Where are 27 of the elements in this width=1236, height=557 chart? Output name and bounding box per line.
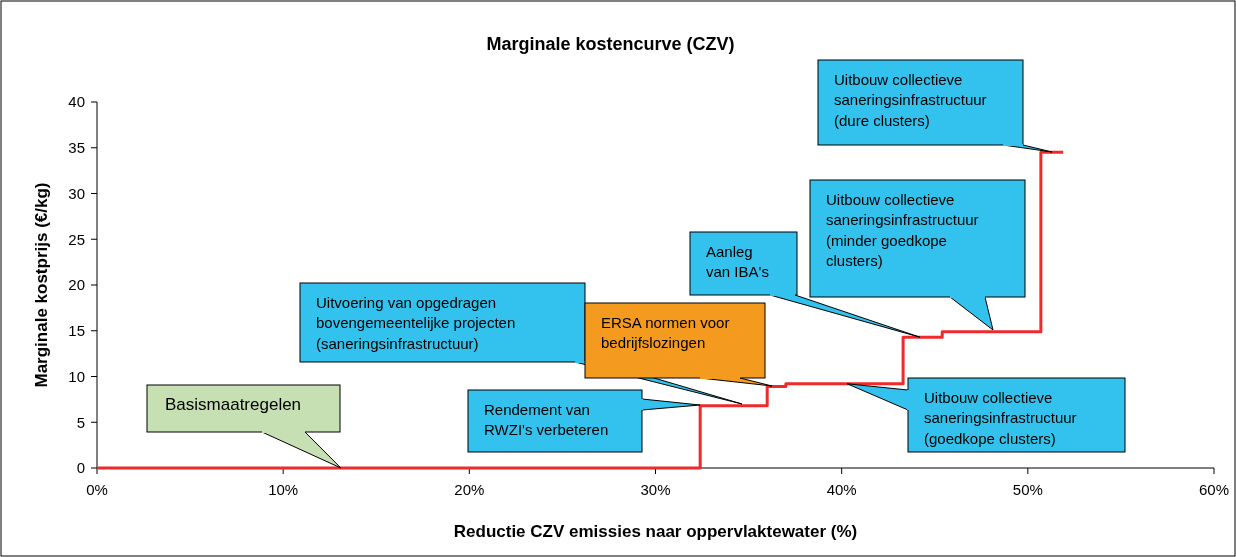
y-tick-label: 35 <box>68 139 85 156</box>
x-axis-title: Reductie CZV emissies naar oppervlaktewater (%) <box>453 522 858 541</box>
x-tick-label: 30% <box>640 481 671 498</box>
x-tick-label: 0% <box>86 481 108 498</box>
annotation: Uitbouw collectieve saneringsinfrastructuur (minder goedkope clusters) <box>826 191 979 269</box>
annotation: Rendement van RWZI's verbeteren <box>484 401 609 439</box>
y-tick-label: 25 <box>68 230 85 248</box>
y-tick-label: 15 <box>68 322 85 339</box>
y-tick-label: 40 <box>68 93 85 111</box>
chart-title: Marginale kostencurve (CZV) <box>486 34 735 54</box>
annotation: ERSA normen voor bedrijfslozingen <box>601 314 730 352</box>
x-tick-label: 60% <box>1198 481 1230 498</box>
y-tick-label: 20 <box>68 276 85 294</box>
y-tick-label: 10 <box>68 367 85 385</box>
annotation: Uitbouw collectieve saneringsinfrastructuur (goedkope clusters) <box>924 389 1077 447</box>
y-tick-label: 5 <box>76 413 85 431</box>
x-tick-label: 50% <box>1012 481 1043 498</box>
annotation: Aanleg van IBA's <box>706 243 769 281</box>
annotation: Basismaatregelen <box>165 395 302 414</box>
y-axis-title: Marginale kostprijs (€/kg) <box>32 182 51 388</box>
annotation: Uitvoering van opgedragen bovengemeentelijke projecten (saneringsinfrastructuur) <box>316 294 516 352</box>
x-tick-label: 40% <box>826 481 857 498</box>
y-tick-label: 30 <box>68 184 85 202</box>
annotation: Uitbouw collectieve saneringsinfrastructuur (dure clusters) <box>834 71 987 129</box>
x-tick-label: 20% <box>454 481 485 498</box>
x-tick-label: 10% <box>268 481 299 498</box>
y-tick-label: 0 <box>76 459 85 477</box>
